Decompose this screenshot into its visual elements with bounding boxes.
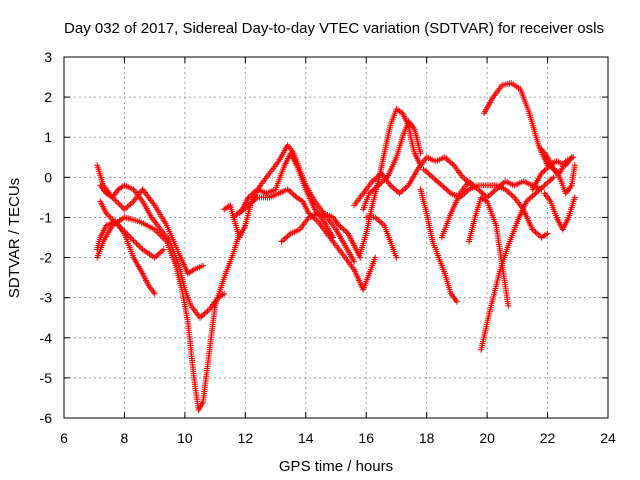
data-point-marker — [351, 258, 358, 265]
y-tick-label: 0 — [44, 169, 52, 185]
x-tick-label: 20 — [479, 430, 495, 446]
series-trace-13 — [363, 214, 400, 261]
y-tick-label: -3 — [40, 290, 53, 306]
x-tick-label: 18 — [419, 430, 435, 446]
series-trace-12 — [351, 154, 475, 209]
data-point-marker — [550, 174, 557, 181]
data-point-marker — [571, 194, 578, 201]
data-point-marker — [453, 298, 460, 305]
plot-frame — [63, 56, 609, 419]
y-tick-label: -5 — [40, 370, 53, 386]
data-point-marker — [505, 302, 512, 309]
data-point-marker — [200, 262, 206, 269]
series-trace-1 — [94, 162, 206, 277]
x-tick-label: 16 — [358, 430, 374, 446]
series-trace-6 — [221, 142, 364, 261]
data-point-marker — [393, 254, 400, 261]
x-axis-label: GPS time / hours — [279, 458, 393, 475]
data-point-marker — [570, 154, 577, 161]
series-trace-8 — [236, 186, 379, 293]
y-tick-label: -6 — [40, 410, 53, 426]
data-point-marker — [417, 150, 424, 157]
series-trace-15 — [420, 166, 551, 241]
data-point-marker — [160, 246, 167, 253]
series-trace-14 — [417, 186, 460, 305]
data-point-marker — [221, 290, 228, 297]
x-tick-label: 24 — [600, 430, 616, 446]
y-tick-label: -4 — [40, 330, 53, 346]
series-trace-20 — [529, 162, 578, 197]
series-trace-4 — [94, 214, 243, 413]
series-trace-21 — [541, 190, 578, 233]
data-point-marker — [571, 162, 578, 169]
y-tick-label: 2 — [44, 89, 52, 105]
y-tick-label: -1 — [40, 209, 53, 225]
series-trace-5 — [97, 198, 167, 261]
data-point-marker — [372, 254, 379, 261]
x-tick-label: 8 — [121, 430, 129, 446]
data-layer — [94, 80, 578, 413]
x-tick-label: 12 — [238, 430, 254, 446]
x-tick-label: 6 — [60, 430, 68, 446]
series-trace-22 — [538, 146, 577, 177]
y-tick-label: 1 — [44, 129, 52, 145]
y-axis-label: SDTVAR / TECUs — [6, 178, 23, 298]
x-tick-label: 22 — [540, 430, 556, 446]
series-trace-16 — [438, 178, 545, 241]
chart-title: Day 032 of 2017, Sidereal Day-to-day VTE… — [64, 20, 604, 37]
data-point-marker — [544, 230, 551, 237]
y-tick-label: -2 — [40, 250, 53, 266]
data-point-marker — [151, 290, 158, 297]
series-trace-18 — [481, 80, 575, 169]
series-trace-9 — [278, 210, 358, 265]
x-tick-label: 14 — [298, 430, 314, 446]
series-trace-19 — [466, 194, 512, 309]
x-tick-label: 10 — [177, 430, 193, 446]
y-tick-label: 3 — [44, 49, 52, 65]
